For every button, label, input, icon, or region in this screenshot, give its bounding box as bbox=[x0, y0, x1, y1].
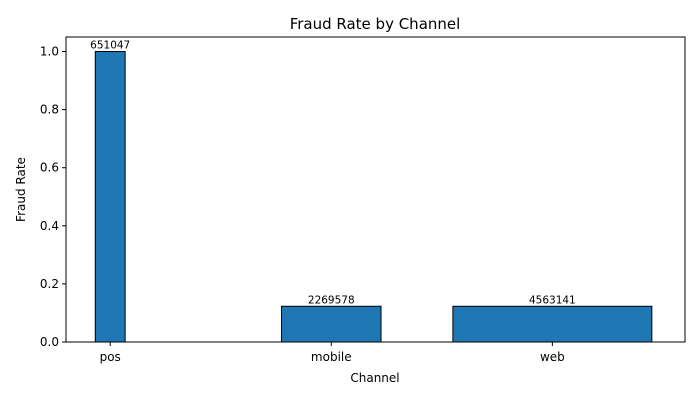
y-axis-ticks: 0.0 0.2 0.4 0.6 0.8 1.0 bbox=[40, 45, 66, 349]
y-tick-label: 0.4 bbox=[40, 219, 59, 233]
bar-web bbox=[452, 305, 653, 343]
y-tick-label: 0.8 bbox=[40, 103, 59, 117]
chart-title: Fraud Rate by Channel bbox=[290, 15, 461, 33]
bar-pos bbox=[94, 51, 126, 343]
data-label-web: 4563141 bbox=[529, 294, 576, 306]
y-tick-label: 0.2 bbox=[40, 277, 59, 291]
x-tick-label: pos bbox=[100, 350, 121, 364]
data-label-pos: 651047 bbox=[90, 40, 130, 52]
data-labels: 651047 2269578 4563141 bbox=[90, 40, 576, 307]
x-axis-label: Channel bbox=[350, 371, 399, 385]
bars bbox=[94, 51, 653, 343]
bar-mobile bbox=[281, 305, 382, 343]
x-tick-label: web bbox=[540, 350, 565, 364]
y-axis-label: Fraud Rate bbox=[14, 157, 28, 222]
y-tick-label: 0.0 bbox=[40, 335, 59, 349]
plot-area-frame bbox=[65, 36, 686, 343]
data-label-mobile: 2269578 bbox=[308, 294, 355, 306]
x-tick-label: mobile bbox=[311, 350, 352, 364]
y-tick-label: 0.6 bbox=[40, 161, 59, 175]
y-tick-label: 1.0 bbox=[40, 45, 59, 59]
x-axis-ticks: pos mobile web bbox=[100, 342, 565, 364]
